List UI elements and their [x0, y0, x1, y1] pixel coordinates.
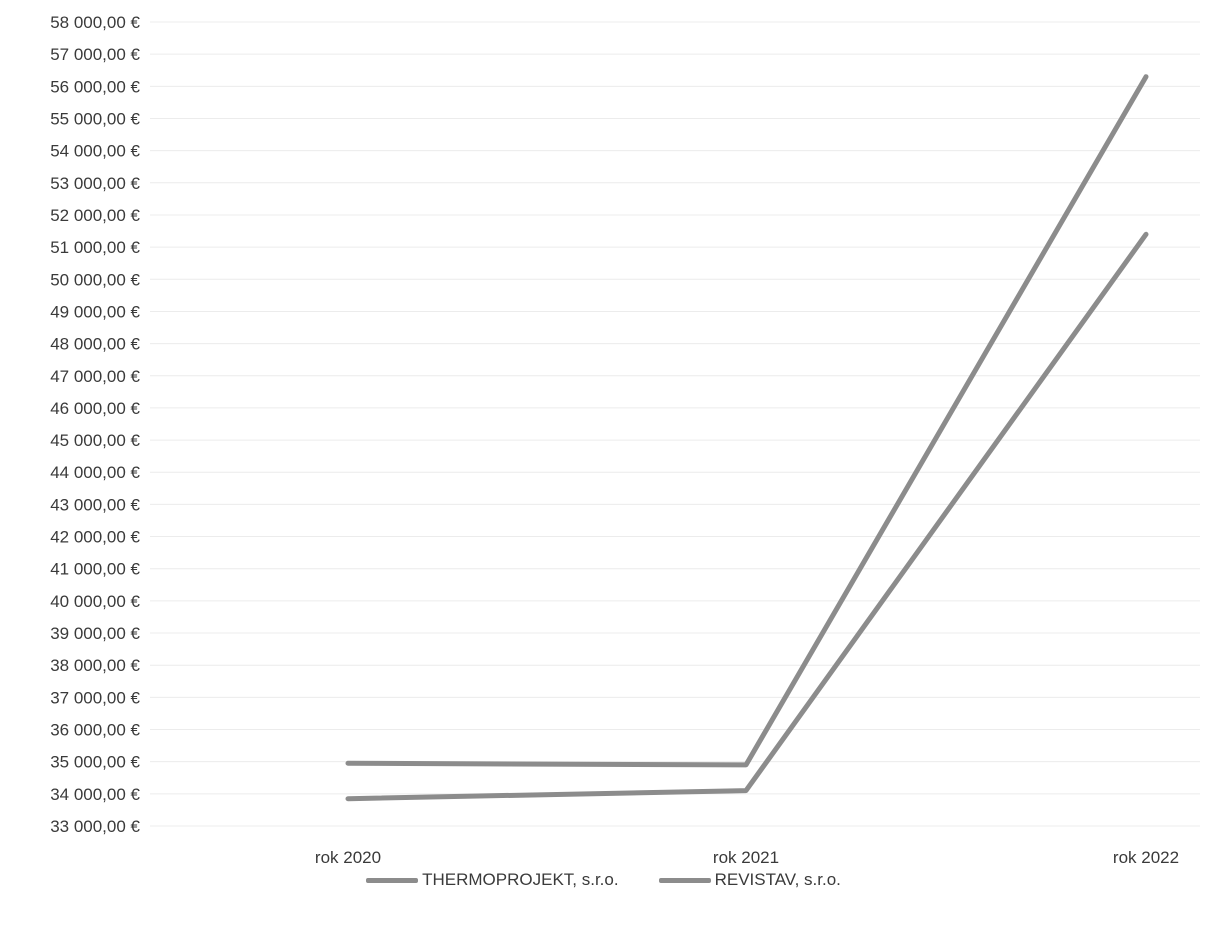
y-tick-label: 49 000,00 € [50, 302, 140, 321]
y-tick-label: 36 000,00 € [50, 721, 140, 740]
y-axis-tick-labels: 58 000,00 € 57 000,00 € 56 000,00 € 55 000,… [50, 13, 140, 836]
y-tick-label: 33 000,00 € [50, 817, 140, 836]
y-tick-label: 34 000,00 € [50, 785, 140, 804]
legend-label-revistav: REVISTAV, s.r.o. [714, 870, 841, 889]
series-lines [345, 74, 1149, 802]
y-tick-label: 40 000,00 € [50, 592, 140, 611]
x-category-label: rok 2022 [1113, 848, 1179, 867]
legend: THERMOPROJEKT, s.r.o. REVISTAV, s.r.o. [0, 870, 1207, 890]
series-line-revistav [345, 231, 1149, 802]
y-tick-label: 56 000,00 € [50, 77, 140, 96]
legend-swatch-thermoprojekt [366, 877, 419, 883]
y-tick-label: 41 000,00 € [50, 560, 140, 579]
y-tick-label: 42 000,00 € [50, 528, 140, 547]
y-tick-label: 37 000,00 € [50, 688, 140, 707]
gridlines [150, 21, 1200, 827]
y-tick-label: 46 000,00 € [50, 399, 140, 418]
y-tick-label: 39 000,00 € [50, 624, 140, 643]
x-category-label: rok 2021 [713, 848, 779, 867]
series-line-thermoprojekt [345, 74, 1149, 768]
y-tick-label: 52 000,00 € [50, 206, 140, 225]
y-tick-label: 47 000,00 € [50, 367, 140, 386]
y-tick-label: 54 000,00 € [50, 142, 140, 161]
x-axis-category-labels: rok 2020 rok 2021 rok 2022 [315, 848, 1179, 867]
legend-item-thermoprojekt: THERMOPROJEKT, s.r.o. [366, 870, 619, 890]
y-tick-label: 45 000,00 € [50, 431, 140, 450]
y-tick-label: 55 000,00 € [50, 109, 140, 128]
y-tick-label: 57 000,00 € [50, 45, 140, 64]
y-tick-label: 48 000,00 € [50, 335, 140, 354]
y-tick-label: 58 000,00 € [50, 13, 140, 32]
y-tick-label: 35 000,00 € [50, 753, 140, 772]
y-tick-label: 53 000,00 € [50, 174, 140, 193]
legend-label-thermoprojekt: THERMOPROJEKT, s.r.o. [422, 870, 619, 889]
legend-swatch-revistav [658, 877, 711, 883]
y-tick-label: 43 000,00 € [50, 495, 140, 514]
y-tick-label: 44 000,00 € [50, 463, 140, 482]
y-tick-label: 51 000,00 € [50, 238, 140, 257]
x-category-label: rok 2020 [315, 848, 381, 867]
legend-item-revistav: REVISTAV, s.r.o. [658, 870, 841, 890]
y-tick-label: 38 000,00 € [50, 656, 140, 675]
y-tick-label: 50 000,00 € [50, 270, 140, 289]
